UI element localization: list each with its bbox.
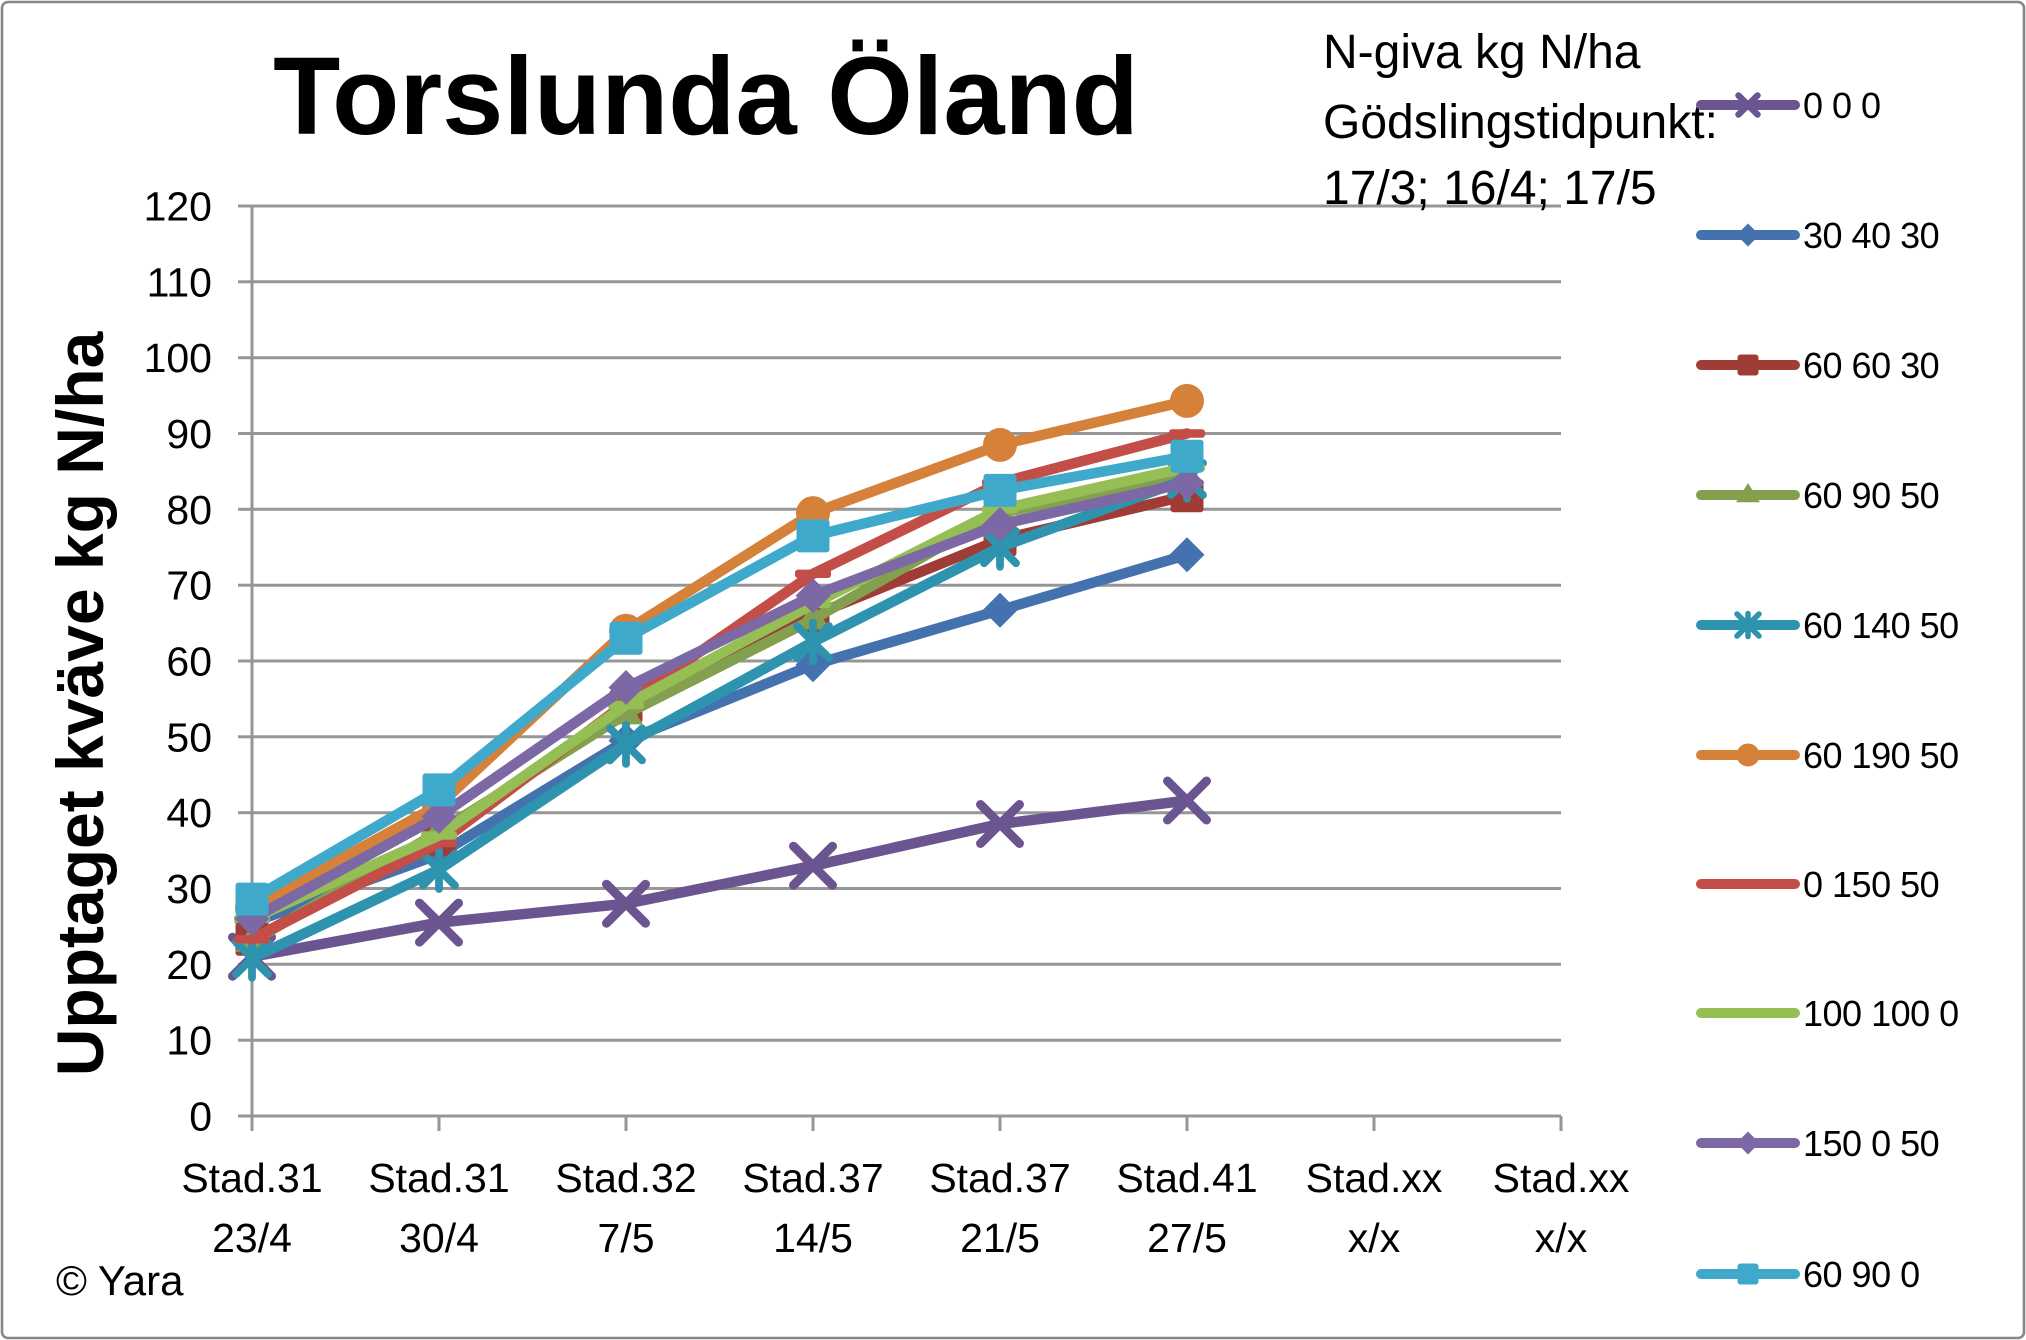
svg-text:x/x: x/x [1535, 1215, 1588, 1261]
svg-text:110: 110 [147, 259, 212, 305]
svg-text:60 60 30: 60 60 30 [1803, 345, 1939, 386]
svg-text:Stad.31: Stad.31 [368, 1155, 509, 1201]
svg-text:100: 100 [144, 335, 212, 381]
svg-text:Stad.xx: Stad.xx [1306, 1155, 1443, 1201]
svg-text:40: 40 [166, 790, 212, 836]
svg-text:0 150 50: 0 150 50 [1803, 864, 1939, 905]
svg-text:21/5: 21/5 [960, 1215, 1040, 1261]
svg-text:Stad.xx: Stad.xx [1493, 1155, 1630, 1201]
svg-text:0: 0 [189, 1094, 212, 1140]
svg-text:Stad.32: Stad.32 [555, 1155, 696, 1201]
svg-text:150 0 50: 150 0 50 [1803, 1123, 1939, 1164]
svg-text:60: 60 [166, 639, 212, 685]
svg-text:20: 20 [166, 942, 212, 988]
svg-text:Stad.31: Stad.31 [181, 1155, 322, 1201]
svg-text:Upptaget kväve kg N/ha: Upptaget kväve kg N/ha [43, 330, 117, 1076]
svg-text:30 40 30: 30 40 30 [1803, 215, 1939, 256]
svg-text:80: 80 [166, 487, 212, 533]
svg-text:Gödslingstidpunkt:: Gödslingstidpunkt: [1323, 96, 1718, 149]
svg-text:Torslunda Öland: Torslunda Öland [273, 35, 1139, 158]
svg-text:60 90 0: 60 90 0 [1803, 1254, 1920, 1295]
svg-text:23/4: 23/4 [212, 1215, 292, 1261]
svg-text:30/4: 30/4 [399, 1215, 479, 1261]
svg-text:120: 120 [144, 184, 212, 230]
svg-text:0 0 0: 0 0 0 [1803, 85, 1881, 126]
svg-text:17/3; 16/4; 17/5: 17/3; 16/4; 17/5 [1323, 162, 1657, 215]
svg-text:© Yara: © Yara [56, 1257, 184, 1304]
svg-text:60 140 50: 60 140 50 [1803, 605, 1959, 646]
svg-text:60 190 50: 60 190 50 [1803, 735, 1959, 776]
svg-text:50: 50 [166, 714, 212, 760]
svg-text:7/5: 7/5 [598, 1215, 655, 1261]
svg-text:10: 10 [166, 1018, 212, 1064]
svg-text:90: 90 [166, 411, 212, 457]
svg-text:60 90 50: 60 90 50 [1803, 475, 1939, 516]
svg-text:14/5: 14/5 [773, 1215, 853, 1261]
svg-text:100 100 0: 100 100 0 [1803, 993, 1959, 1034]
svg-text:x/x: x/x [1348, 1215, 1401, 1261]
svg-text:N-giva kg N/ha: N-giva kg N/ha [1323, 26, 1641, 79]
svg-text:70: 70 [166, 563, 212, 609]
svg-text:Stad.37: Stad.37 [742, 1155, 883, 1201]
svg-text:Stad.41: Stad.41 [1116, 1155, 1257, 1201]
svg-text:30: 30 [166, 866, 212, 912]
svg-text:27/5: 27/5 [1147, 1215, 1227, 1261]
svg-text:Stad.37: Stad.37 [929, 1155, 1070, 1201]
